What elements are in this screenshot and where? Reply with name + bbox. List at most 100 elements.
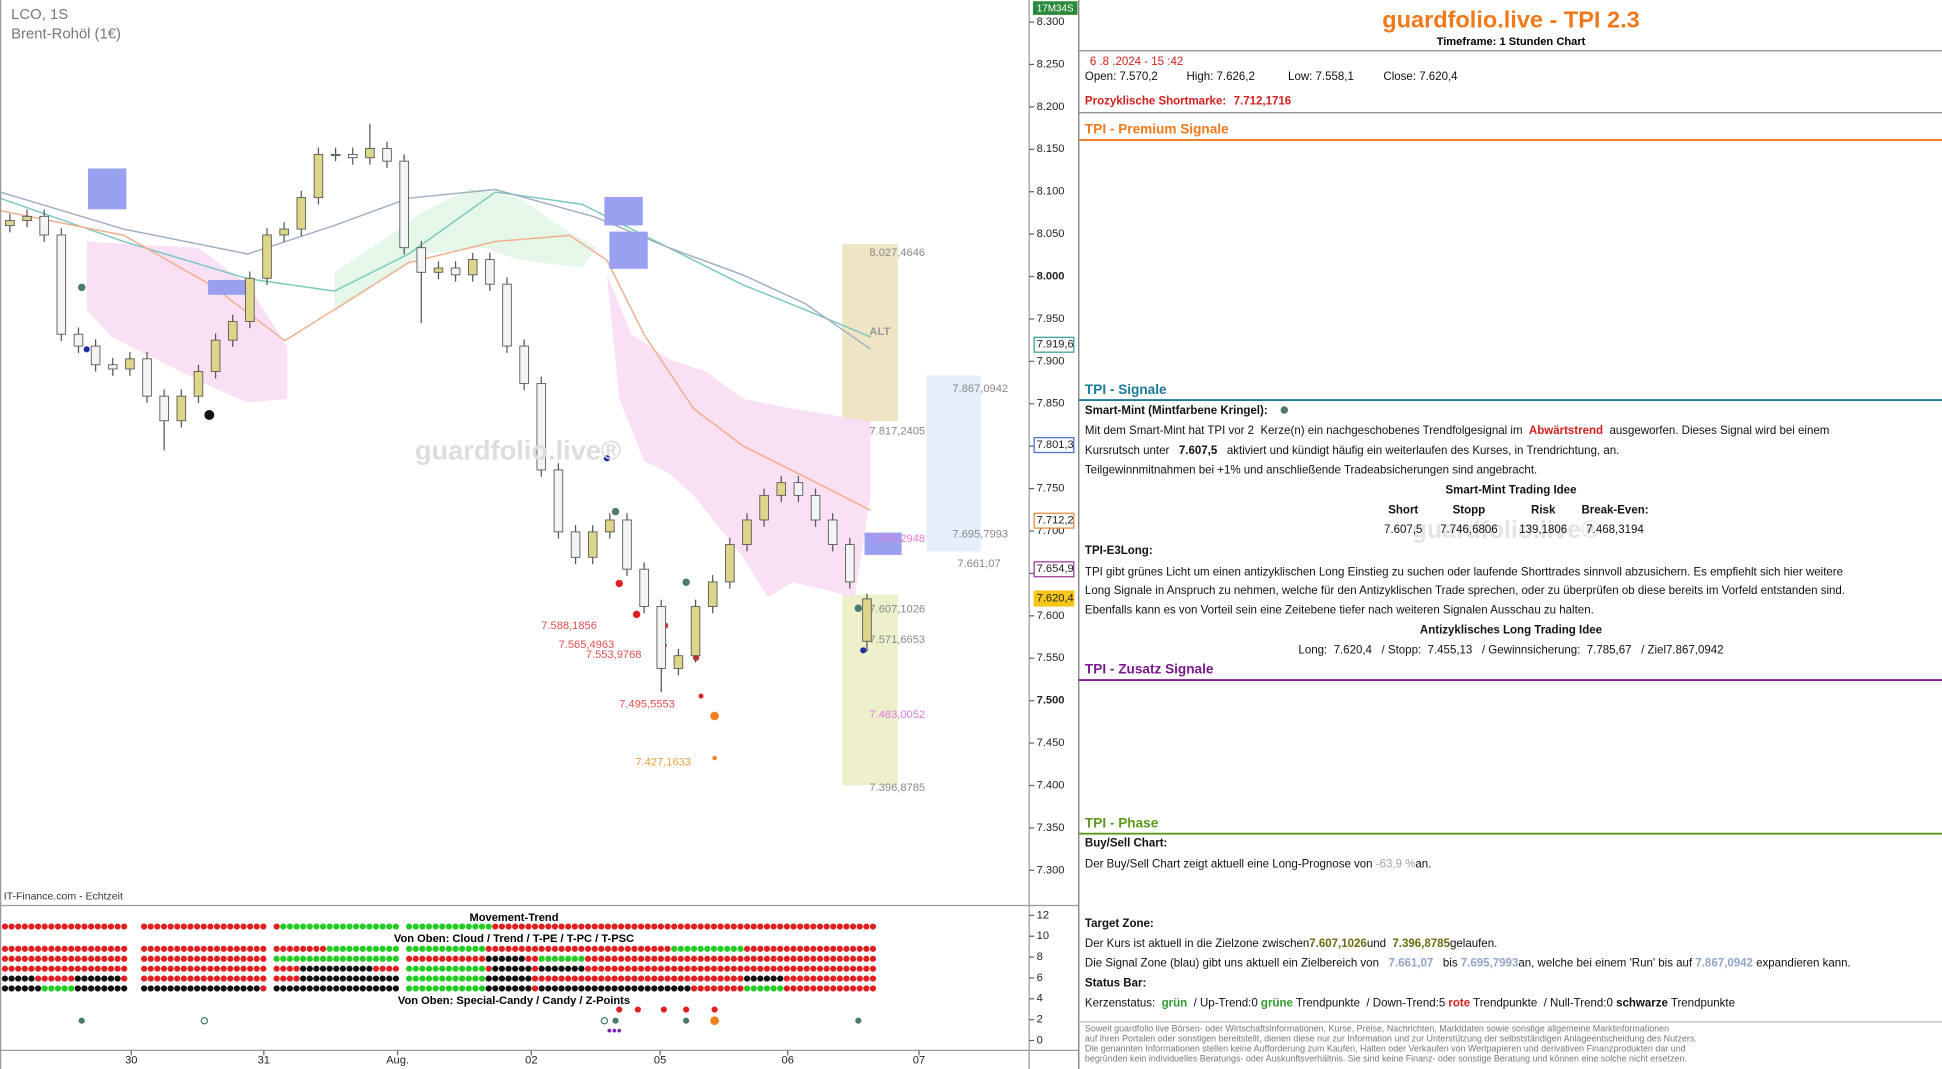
- trend-dot: [578, 965, 585, 972]
- trend-dot: [690, 955, 698, 962]
- trend-dot: [147, 975, 154, 982]
- trend-dot: [591, 923, 598, 930]
- candle-body: [536, 382, 547, 471]
- trend-dot: [154, 945, 161, 952]
- candy-point: [683, 1006, 690, 1013]
- trend-dot: [770, 985, 777, 992]
- trend-dot: [591, 985, 598, 992]
- trend-dot: [843, 945, 850, 952]
- trend-dot: [94, 945, 101, 952]
- trend-dot: [445, 985, 452, 992]
- panel-line: Target Zone:: [1085, 918, 1154, 930]
- indicator-tick-label: 12: [1037, 909, 1049, 921]
- candle-body: [742, 519, 752, 546]
- trend-dot: [849, 945, 857, 952]
- z-point: [855, 1017, 862, 1024]
- text-segment: Smart-Mint Trading Idee: [1445, 485, 1576, 497]
- trend-dot: [406, 923, 413, 930]
- trend-dot: [763, 955, 771, 962]
- trend-dot: [326, 975, 333, 982]
- trend-dot: [684, 985, 691, 992]
- trend-dot: [743, 923, 751, 930]
- trend-dot: [313, 955, 320, 962]
- trend-dot: [141, 955, 148, 962]
- level-label: 7.867,0942: [952, 383, 1008, 395]
- trend-dot: [565, 955, 572, 962]
- trend-dot: [816, 975, 824, 982]
- trend-dot: [87, 923, 95, 930]
- trend-dot: [644, 965, 651, 972]
- trend-dot: [200, 985, 207, 992]
- trend-dot: [81, 923, 88, 930]
- trend-dot: [459, 985, 466, 992]
- trend-dot: [710, 965, 718, 972]
- trend-dot: [631, 945, 638, 952]
- y-tick-label: 7.550: [1037, 652, 1065, 664]
- trend-dot: [339, 975, 346, 982]
- trend-dot: [346, 965, 353, 972]
- trend-dot: [816, 965, 824, 972]
- trend-dot: [392, 923, 399, 930]
- indicator-panel: [1, 923, 877, 1033]
- trend-dot: [777, 945, 784, 952]
- trend-dot: [392, 975, 399, 982]
- trend-dot: [21, 975, 28, 982]
- trend-dot: [730, 923, 737, 930]
- trend-dot: [167, 955, 174, 962]
- candle-body: [827, 519, 838, 546]
- trend-dot: [339, 965, 346, 972]
- trend-dot: [816, 955, 824, 962]
- trend-dot: [339, 945, 346, 952]
- level-label: 7.553,9768: [586, 649, 642, 661]
- trend-dot: [618, 923, 625, 930]
- price-tag: [1033, 561, 1075, 578]
- trend-dot: [48, 923, 55, 930]
- trend-dot: [783, 975, 790, 982]
- trend-dot: [247, 923, 254, 930]
- trend-dot: [525, 965, 532, 972]
- trend-dot: [631, 923, 638, 930]
- trend-dot: [637, 955, 645, 962]
- trend-dot: [240, 975, 247, 982]
- trend-dot: [346, 975, 353, 982]
- trend-dot: [386, 985, 393, 992]
- price-tag: [1033, 437, 1075, 454]
- trend-dot: [730, 955, 737, 962]
- trend-dot: [856, 985, 863, 992]
- table-cell: 7.746,6806: [1440, 524, 1498, 536]
- trend-dot: [74, 965, 81, 972]
- price-tag-label: 7.620,4: [1037, 592, 1074, 604]
- trend-dot: [15, 945, 22, 952]
- trend-dot: [61, 965, 68, 972]
- trend-dot: [498, 985, 506, 992]
- text-segment: Target Zone:: [1085, 918, 1154, 930]
- trend-dot: [459, 945, 466, 952]
- x-tick-label: 02: [525, 1054, 537, 1066]
- trend-dot: [823, 923, 830, 930]
- trend-dot: [796, 955, 804, 962]
- signal-dot: [611, 507, 620, 516]
- trend-dot: [81, 965, 88, 972]
- trend-dot: [313, 945, 320, 952]
- trend-dot: [664, 975, 671, 982]
- trend-dot: [207, 975, 214, 982]
- trend-dot: [836, 923, 843, 930]
- trend-dot: [121, 945, 128, 952]
- moving-average: [0, 188, 872, 350]
- signal-dot: [682, 578, 690, 586]
- low: Low: 7.558,1: [1288, 71, 1354, 83]
- trend-dot: [107, 985, 115, 992]
- trend-dot: [671, 985, 678, 992]
- trend-dot: [823, 975, 830, 982]
- level-label: 7.495,5553: [619, 698, 675, 710]
- trend-dot: [472, 975, 479, 982]
- level-label: 7.817,2405: [869, 426, 925, 438]
- trend-dot: [598, 923, 605, 930]
- trend-dot: [372, 965, 380, 972]
- level-label: 7.695,7993: [952, 529, 1008, 541]
- trend-dot: [465, 923, 472, 930]
- trend-dot: [664, 945, 671, 952]
- trend-dot: [465, 985, 472, 992]
- trend-dot: [359, 985, 366, 992]
- trend-dot: [538, 945, 545, 952]
